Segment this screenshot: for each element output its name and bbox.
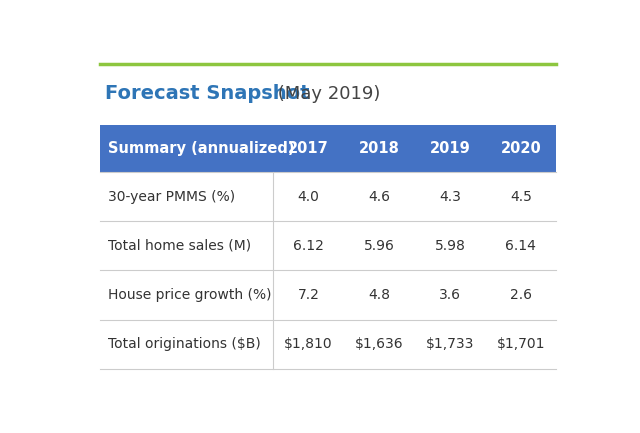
Text: (May 2019): (May 2019): [273, 84, 381, 103]
Text: 6.14: 6.14: [506, 239, 536, 253]
Text: Total home sales (M): Total home sales (M): [108, 239, 251, 253]
Text: 5.98: 5.98: [435, 239, 465, 253]
Text: 2019: 2019: [429, 141, 470, 156]
Text: Total originations ($B): Total originations ($B): [108, 337, 261, 351]
Bar: [100, 172, 556, 221]
Text: 5.96: 5.96: [364, 239, 395, 253]
Bar: [100, 270, 556, 320]
Text: Forecast Snapshot: Forecast Snapshot: [105, 84, 309, 103]
Text: $1,701: $1,701: [497, 337, 545, 351]
Text: 2018: 2018: [359, 141, 400, 156]
Text: $1,733: $1,733: [426, 337, 474, 351]
Text: $1,636: $1,636: [355, 337, 404, 351]
Text: 2017: 2017: [288, 141, 329, 156]
Text: Summary (annualized): Summary (annualized): [108, 141, 294, 156]
Text: 4.6: 4.6: [369, 190, 390, 204]
Bar: [100, 221, 556, 270]
Bar: [100, 125, 556, 172]
Text: 4.8: 4.8: [369, 288, 390, 302]
Text: $1,810: $1,810: [284, 337, 333, 351]
Text: 7.2: 7.2: [298, 288, 319, 302]
Text: 4.5: 4.5: [510, 190, 532, 204]
Text: 3.6: 3.6: [439, 288, 461, 302]
Bar: [100, 320, 556, 369]
Text: House price growth (%): House price growth (%): [108, 288, 271, 302]
Text: 2.6: 2.6: [510, 288, 532, 302]
Text: 4.3: 4.3: [439, 190, 461, 204]
Text: 30-year PMMS (%): 30-year PMMS (%): [108, 190, 235, 204]
Text: 6.12: 6.12: [293, 239, 324, 253]
Text: 2020: 2020: [500, 141, 541, 156]
Text: 4.0: 4.0: [298, 190, 319, 204]
